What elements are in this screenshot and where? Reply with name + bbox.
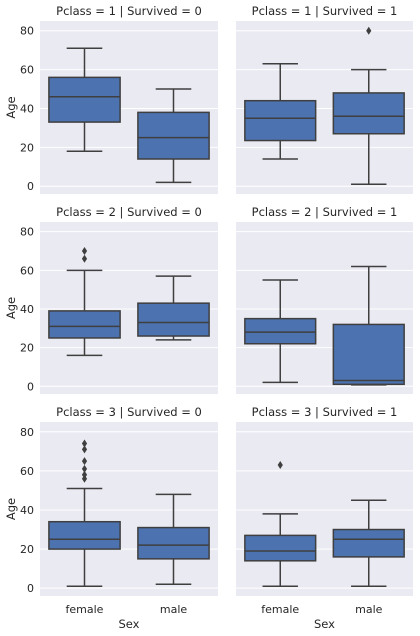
y-axis-title: Age	[4, 297, 18, 319]
y-tick-label: 20	[20, 141, 34, 154]
y-tick-label: 40	[20, 102, 34, 115]
box-iqr	[138, 528, 209, 559]
box-iqr	[333, 324, 404, 384]
panel-title: Pclass = 1 | Survived = 0	[56, 4, 202, 18]
box-iqr	[49, 522, 120, 549]
box-iqr	[333, 530, 404, 557]
y-tick-label: 80	[20, 25, 34, 38]
box-iqr	[245, 319, 316, 344]
x-axis-title: Sex	[119, 617, 140, 631]
y-tick-label: 0	[27, 180, 34, 193]
facet-panel-5: 0 20 40 60 80 Age Pclass = 3 | Survived = 0 fem…	[4, 405, 218, 631]
y-tick-label: 20	[20, 543, 34, 556]
y-tick-label: 60	[20, 465, 34, 478]
facet-panel-6: Pclass = 3 | Survived = 1 female male Sex	[236, 405, 413, 631]
facet-panel-1: 0 20 40 60 80 Age Pclass = 1 | Survived = 0	[4, 4, 218, 194]
y-axis-title: Age	[4, 498, 18, 520]
y-tick-label: 40	[20, 504, 34, 517]
x-tick-label: male	[160, 603, 188, 616]
panel-title: Pclass = 3 | Survived = 1	[252, 405, 398, 419]
box-iqr	[245, 101, 316, 141]
x-axis-title: Sex	[314, 617, 335, 631]
facet-panel-2: Pclass = 1 | Survived = 1	[236, 4, 413, 194]
y-tick-label: 80	[20, 426, 34, 439]
y-tick-label: 80	[20, 226, 34, 239]
box-iqr	[138, 112, 209, 159]
panel-title: Pclass = 2 | Survived = 0	[56, 205, 202, 219]
panel-title: Pclass = 2 | Survived = 1	[252, 205, 398, 219]
y-tick-label: 60	[20, 64, 34, 77]
panel-background	[40, 422, 218, 596]
box-iqr	[49, 311, 120, 338]
y-tick-label: 60	[20, 264, 34, 277]
facet-panel-4: Pclass = 2 | Survived = 1	[236, 205, 413, 394]
panel-background	[236, 422, 413, 596]
x-tick-label: male	[355, 603, 383, 616]
facet-panel-3: 0 20 40 60 80 Age Pclass = 2 | Survived = 0	[4, 205, 218, 394]
box-iqr	[49, 77, 120, 122]
box-iqr	[333, 93, 404, 134]
x-tick-label: female	[261, 603, 299, 616]
y-tick-label: 40	[20, 303, 34, 316]
box-iqr	[138, 303, 209, 336]
box-iqr	[245, 535, 316, 560]
x-tick-label: female	[66, 603, 104, 616]
y-tick-label: 0	[27, 582, 34, 595]
y-tick-label: 20	[20, 342, 34, 355]
y-axis-title: Age	[4, 96, 18, 118]
panel-title: Pclass = 1 | Survived = 1	[252, 4, 398, 18]
y-tick-label: 0	[27, 380, 34, 393]
panel-title: Pclass = 3 | Survived = 0	[56, 405, 202, 419]
